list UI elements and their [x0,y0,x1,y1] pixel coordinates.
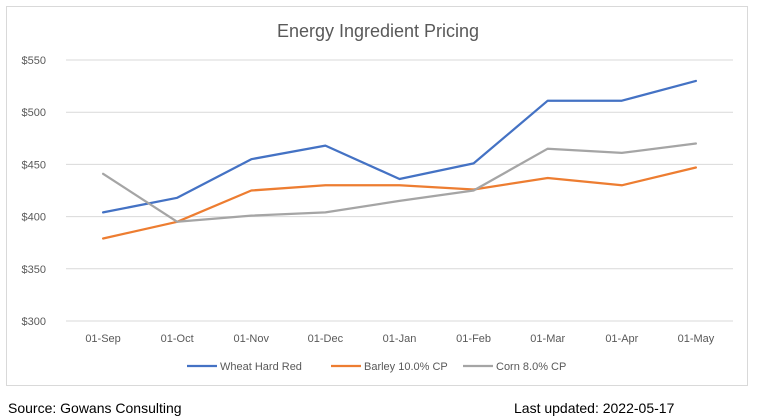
x-tick-label: 01-Dec [308,333,344,345]
x-tick-label: 01-Jan [383,333,417,345]
chart-area: Energy Ingredient Pricing $300 $350 $400 $45… [6,6,748,386]
chart-title: Energy Ingredient Pricing [277,21,479,41]
x-tick-label: 01-Sep [85,333,120,345]
series-line-3 [101,142,698,223]
x-tick-label: 01-Feb [456,333,491,345]
legend-label: Corn 8.0% CP [496,361,566,373]
source-note: Source: Gowans Consulting [8,400,182,416]
x-tick-label: 01-Mar [530,333,565,345]
y-tick-label: $450 [22,159,46,171]
line-chart: Energy Ingredient Pricing $300 $350 $400 $45… [22,21,733,373]
x-tick-label: 01-May [678,333,715,345]
last-updated-note: Last updated: 2022-05-17 [514,400,675,416]
x-tick-label: 01-Oct [161,333,194,345]
series-line-1 [101,79,698,214]
x-tick-label: 01-Nov [234,333,270,345]
legend-label: Barley 10.0% CP [364,361,448,373]
legend-label: Wheat Hard Red [220,361,302,373]
y-tick-label: $350 [22,264,46,276]
x-tick-label: 01-Apr [605,333,638,345]
y-tick-label: $300 [22,316,46,328]
series-line-2 [101,166,698,240]
y-tick-label: $400 [22,212,46,224]
y-tick-label: $500 [22,107,46,119]
y-tick-label: $550 [22,55,46,67]
